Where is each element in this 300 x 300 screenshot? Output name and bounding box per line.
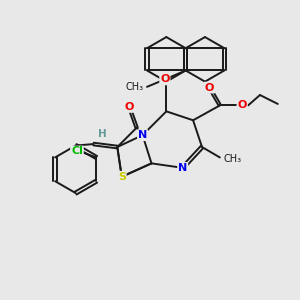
Text: O: O — [238, 100, 247, 110]
Text: O: O — [205, 82, 214, 93]
Text: N: N — [138, 130, 147, 140]
Text: S: S — [118, 172, 126, 182]
Text: CH₃: CH₃ — [224, 154, 242, 164]
Text: O: O — [160, 74, 170, 84]
Text: H: H — [98, 129, 107, 139]
Text: O: O — [124, 102, 134, 112]
Text: N: N — [178, 163, 187, 173]
Text: CH₃: CH₃ — [126, 82, 144, 92]
Text: Cl: Cl — [71, 146, 83, 157]
